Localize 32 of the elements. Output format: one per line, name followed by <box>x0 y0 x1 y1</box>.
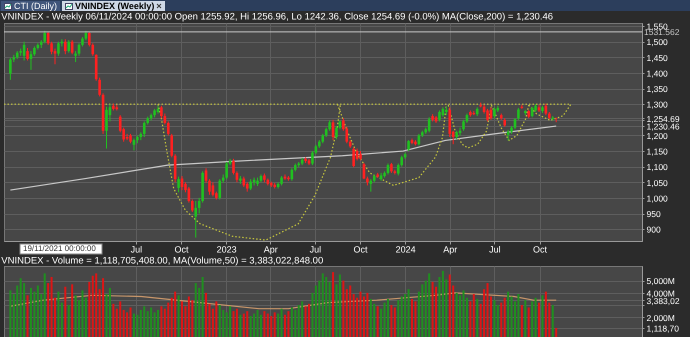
chart-title: VNINDEX - Weekly 06/11/2024 00:00:00 Open 1255.92, Hi 1256.96, Lo 1242.36, Close 1254.69 (-0.0%) MA(Close,200) = 1,230.46 <box>1 12 554 23</box>
y-tick-label: 5,000M <box>646 276 675 286</box>
x-tick-label: 2024 <box>396 244 416 254</box>
y-tick-label: 1,000 <box>646 193 668 204</box>
x-tick-label: Jul <box>489 244 501 254</box>
y-tick-label: 1,300 <box>646 100 668 110</box>
y-tick-label: 4,000M <box>646 288 675 298</box>
x-tick-label: Jul <box>130 244 142 254</box>
y-tick-label: 900 <box>646 224 661 235</box>
chart-title: VNINDEX - Volume = 1,118,705,408.00, MA(Volume,50) = 3,383,022,848.00 <box>1 256 324 266</box>
y-tick-label: 1,254.69 <box>646 114 680 124</box>
y-tick-label: 1,050 <box>646 178 668 188</box>
x-tick-label: Apr <box>264 244 278 254</box>
y-tick-label: 1,200 <box>646 130 668 141</box>
x-tick-label: Oct <box>533 244 548 254</box>
y-tick-label: 1,100 <box>646 162 668 172</box>
x-tick-label: 2023 <box>216 244 237 254</box>
x-tick-label: Apr <box>443 244 458 254</box>
text: CTI (Daily) <box>14 1 57 11</box>
x-tick-label: Oct <box>354 244 368 254</box>
y-tick-label: 1,500 <box>646 37 668 48</box>
y-tick-label: 1,450 <box>646 52 668 63</box>
text: 19/11/2021 00:00:00 <box>23 244 96 253</box>
y-tick-label: 1,150 <box>646 146 668 157</box>
y-tick-label: 1,350 <box>646 84 668 94</box>
x-tick-label: Oct <box>174 244 190 254</box>
y-tick-label: 1,118,70 <box>646 324 680 334</box>
y-tick-label: 950 <box>646 209 661 220</box>
x-tick-label: Jul <box>310 244 322 254</box>
y-tick-label: 2,000M <box>646 312 675 323</box>
text: VNINDEX (Weekly) <box>75 1 154 11</box>
y-tick-label: 1,400 <box>646 68 668 78</box>
